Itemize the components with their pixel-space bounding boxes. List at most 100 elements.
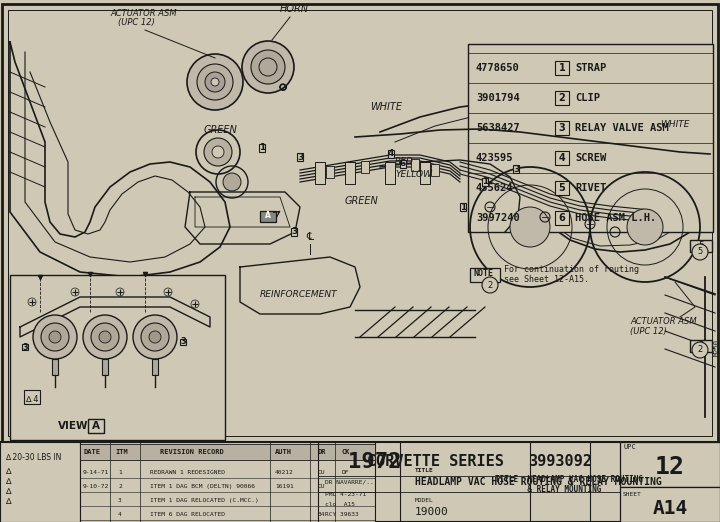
Text: DF: DF <box>342 470 349 475</box>
Text: 1: 1 <box>482 177 488 186</box>
Text: GREEN: GREEN <box>203 125 237 135</box>
Bar <box>10 275 225 440</box>
Text: 1: 1 <box>559 63 565 73</box>
Text: RED: RED <box>395 157 414 166</box>
Text: 1972: 1972 <box>348 452 402 472</box>
Bar <box>555 91 569 105</box>
Circle shape <box>510 207 550 247</box>
Bar <box>259 145 265 151</box>
Text: 1: 1 <box>460 203 466 211</box>
Text: ITEM 6 DAG RELOCATED: ITEM 6 DAG RELOCATED <box>150 512 225 517</box>
Circle shape <box>141 323 169 351</box>
Circle shape <box>251 50 285 84</box>
Text: WHITE: WHITE <box>370 102 402 112</box>
Bar <box>431 164 439 176</box>
Bar <box>102 359 108 375</box>
Bar <box>2 4 718 442</box>
Text: 6: 6 <box>400 160 406 169</box>
Text: 423595: 423595 <box>476 153 513 163</box>
Text: ITEM 1 DAG BCM (DELTN) 90066: ITEM 1 DAG BCM (DELTN) 90066 <box>150 484 255 489</box>
Text: ∆: ∆ <box>5 469 11 479</box>
Circle shape <box>204 138 232 166</box>
Bar <box>24 390 40 404</box>
Text: HORN: HORN <box>280 4 309 14</box>
Text: MODEL: MODEL <box>415 497 433 503</box>
Bar <box>555 61 569 75</box>
Bar <box>400 160 406 168</box>
Text: REINFORCEMENT: REINFORCEMENT <box>260 290 338 299</box>
Text: 2: 2 <box>559 93 565 103</box>
Circle shape <box>49 331 61 343</box>
Text: 3997240: 3997240 <box>476 213 520 223</box>
Text: HOSE ASM L.H.: HOSE ASM L.H. <box>575 213 656 223</box>
Text: NOTE: NOTE <box>473 269 493 279</box>
Text: 4778650: 4778650 <box>476 63 520 73</box>
Bar <box>555 121 569 135</box>
Text: REDRAWN 1 REDESIGNED: REDRAWN 1 REDESIGNED <box>150 470 225 475</box>
Text: 3: 3 <box>180 338 186 347</box>
Text: GREEN: GREEN <box>345 196 379 206</box>
Text: (UPC 12): (UPC 12) <box>630 327 667 336</box>
Text: 5: 5 <box>698 247 703 256</box>
Text: 5: 5 <box>698 242 704 251</box>
Circle shape <box>83 315 127 359</box>
Circle shape <box>692 244 708 260</box>
Circle shape <box>211 78 219 86</box>
Circle shape <box>223 173 241 191</box>
Circle shape <box>187 54 243 110</box>
Text: clo  A15: clo A15 <box>325 503 355 507</box>
Text: 2: 2 <box>698 346 703 354</box>
Bar <box>513 165 519 173</box>
Text: ∆: ∆ <box>5 488 11 496</box>
Text: HEADLAMP VAC HOSE ROUTING & RELAY MOUNTING: HEADLAMP VAC HOSE ROUTING & RELAY MOUNTI… <box>415 477 662 487</box>
Text: REVISION RECORD: REVISION RECORD <box>160 449 224 455</box>
Text: ∆ 20-30 LBS IN: ∆ 20-30 LBS IN <box>5 453 61 461</box>
Text: For continuation of routing: For continuation of routing <box>504 265 639 274</box>
Circle shape <box>91 323 119 351</box>
Bar <box>297 153 303 161</box>
Text: AUTH: AUTH <box>275 449 292 455</box>
Text: ACTUATOR ASM: ACTUATOR ASM <box>110 9 176 18</box>
Circle shape <box>212 146 224 158</box>
Text: 5: 5 <box>559 183 565 193</box>
Bar <box>690 340 712 352</box>
Text: YELLOW: YELLOW <box>395 170 432 179</box>
Bar <box>420 162 430 184</box>
Bar <box>555 151 569 165</box>
Text: 3: 3 <box>297 152 303 161</box>
Bar <box>22 343 27 350</box>
Text: WHITE: WHITE <box>660 120 690 129</box>
Text: ∆: ∆ <box>5 480 11 489</box>
Bar <box>388 150 394 158</box>
Bar <box>0 442 80 522</box>
Text: ∆: ∆ <box>5 490 11 499</box>
Bar <box>385 162 395 184</box>
Circle shape <box>627 209 663 245</box>
Text: 3: 3 <box>559 123 565 133</box>
Text: 9-14-71: 9-14-71 <box>83 470 109 475</box>
Text: ACTUATOR ASM: ACTUATOR ASM <box>630 317 697 326</box>
Bar <box>88 419 104 433</box>
Circle shape <box>41 323 69 351</box>
Text: 455624: 455624 <box>476 183 513 193</box>
Text: ∆ 20 - 30  LBS IN: ∆ 20 - 30 LBS IN <box>5 447 75 457</box>
Circle shape <box>692 342 708 358</box>
Text: CU: CU <box>318 470 325 475</box>
Text: 12: 12 <box>655 455 685 479</box>
Bar <box>361 161 369 173</box>
Text: 40212: 40212 <box>275 470 294 475</box>
Text: TITLE  HEADLAMP VAC HOSE ROUTING: TITLE HEADLAMP VAC HOSE ROUTING <box>495 474 643 483</box>
Bar <box>411 159 419 171</box>
Text: 16191: 16191 <box>275 484 294 489</box>
Bar <box>460 204 466 210</box>
Bar <box>291 229 297 235</box>
Text: M250: M250 <box>714 338 720 355</box>
Text: & RELAY MOUNTING: & RELAY MOUNTING <box>495 485 601 494</box>
Circle shape <box>133 315 177 359</box>
Text: A: A <box>92 421 100 431</box>
Circle shape <box>482 277 498 293</box>
Text: DR: DR <box>318 449 326 455</box>
Text: 3901794: 3901794 <box>476 93 520 103</box>
Circle shape <box>149 331 161 343</box>
Text: ∆: ∆ <box>5 468 11 477</box>
